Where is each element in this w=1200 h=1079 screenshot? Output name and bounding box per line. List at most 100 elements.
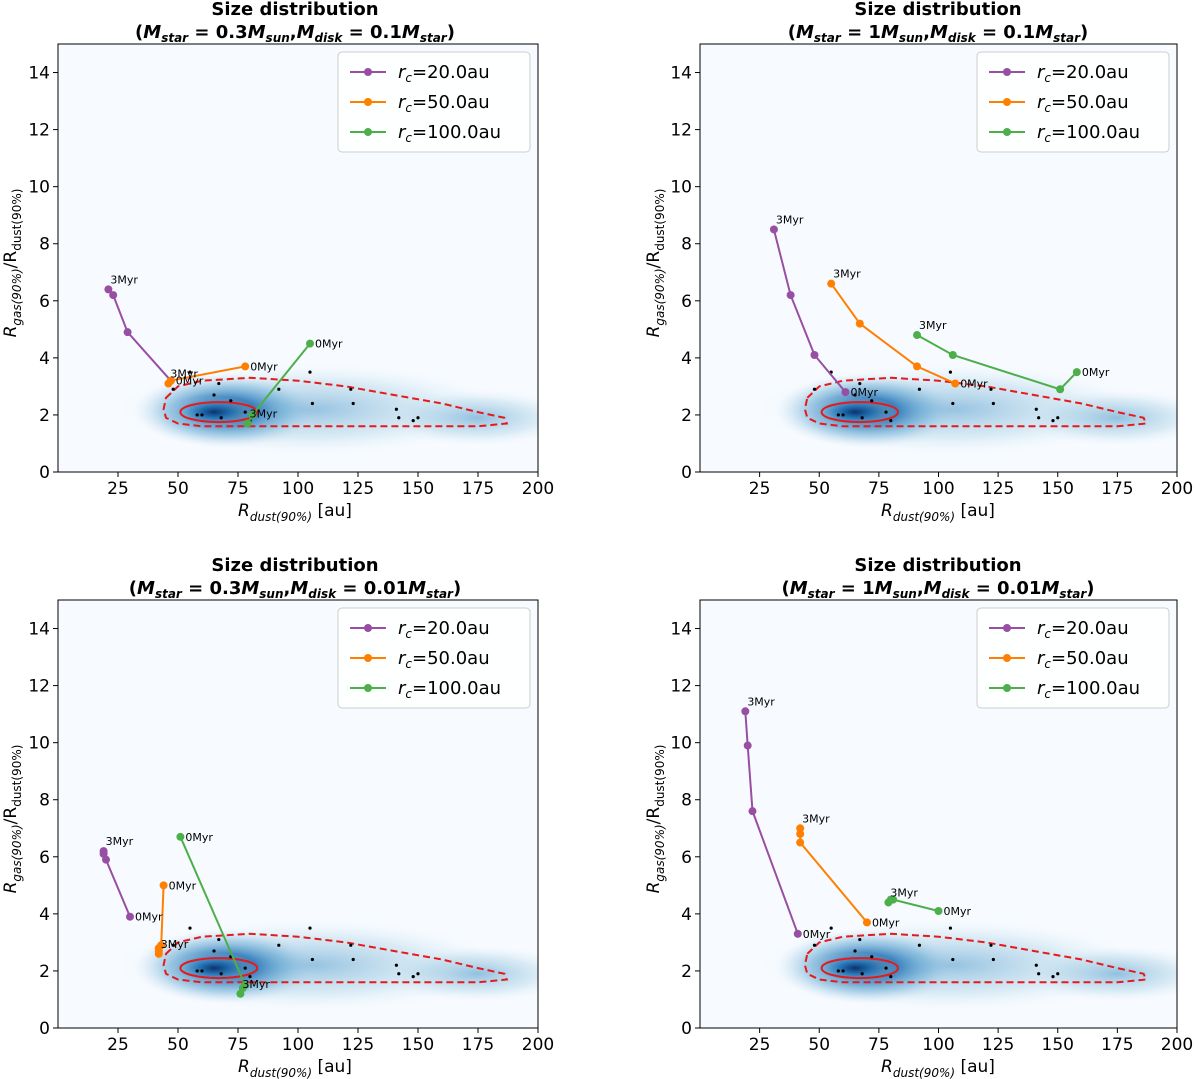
x-tick-label: 150 — [402, 479, 434, 499]
panel-title: Size distribution — [854, 555, 1021, 576]
x-tick-label: 125 — [342, 479, 374, 499]
series-point — [862, 918, 871, 927]
observed-point — [991, 957, 995, 962]
density-tail — [1022, 945, 1177, 1003]
observed-point — [948, 926, 953, 930]
contour-inner — [820, 957, 899, 980]
legend: rc=20.0au rc=50.0au rc=100.0au — [976, 51, 1170, 153]
series-point — [104, 285, 113, 294]
x-axis-label: Rdust(90%) [au] — [881, 1057, 995, 1079]
series-point — [166, 376, 175, 385]
y-tick-label: 12 — [670, 121, 692, 141]
time-label-end: 0Myr — [960, 378, 988, 391]
observed-point — [195, 969, 199, 973]
time-label-end: 0Myr — [169, 879, 197, 892]
series-point — [1056, 385, 1065, 394]
panel-title: Size distribution — [211, 555, 378, 576]
observed-point — [243, 410, 247, 414]
observed-point — [858, 937, 862, 942]
observed-point — [1037, 972, 1041, 976]
legend: rc=20.0au rc=50.0au rc=100.0au — [337, 51, 531, 153]
x-tick-label: 25 — [107, 1035, 129, 1055]
series-point — [748, 807, 757, 816]
y-tick-label: 12 — [28, 121, 50, 141]
observed-point — [200, 969, 204, 973]
series-0 — [99, 847, 134, 921]
series-point — [241, 362, 250, 371]
x-tick-label: 75 — [227, 479, 249, 499]
legend-marker — [364, 684, 372, 692]
observed-point — [853, 393, 857, 397]
y-axis-label: Rgas(90%)/Rdust(90%) — [644, 745, 667, 894]
y-tick-label: 0 — [39, 463, 50, 483]
y-tick-label: 4 — [681, 349, 692, 369]
legend-marker — [1003, 98, 1011, 106]
legend-label: rc=50.0au — [398, 92, 490, 115]
legend: rc=20.0au rc=50.0au rc=100.0au — [337, 607, 531, 709]
observed-point — [1037, 416, 1041, 420]
observed-point — [1056, 416, 1060, 420]
panel-subtitle: (Mstar = 1Msun,Mdisk = 0.01Mstar) — [781, 578, 1094, 601]
series-point — [743, 741, 752, 750]
series-2 — [884, 895, 943, 916]
observed-point — [1051, 419, 1055, 423]
x-tick-label: 150 — [1042, 1035, 1074, 1055]
time-label-start: 3Myr — [250, 407, 278, 420]
legend-marker — [364, 68, 372, 76]
observed-point — [308, 926, 312, 930]
series-point — [934, 907, 943, 916]
y-tick-label: 6 — [681, 848, 692, 868]
observed-point — [188, 370, 192, 374]
legend-label: rc=100.0au — [398, 678, 501, 701]
observed-point — [416, 416, 420, 420]
observed-point — [889, 419, 893, 423]
observed-point — [870, 955, 874, 959]
x-axis-label: Rdust(90%) [au] — [881, 501, 995, 524]
series-point — [827, 279, 836, 288]
density-tail — [382, 389, 538, 447]
observed-point — [860, 416, 864, 420]
x-tick-label: 175 — [462, 479, 494, 499]
density-tail — [1022, 389, 1177, 447]
x-tick-label: 100 — [922, 479, 954, 499]
y-tick-label: 6 — [39, 292, 50, 312]
legend-label: rc=50.0au — [398, 648, 490, 671]
series-point — [102, 855, 110, 864]
observed-point — [349, 943, 353, 947]
observed-point — [310, 957, 314, 962]
observed-point — [991, 401, 995, 406]
series-point — [951, 379, 960, 388]
contour-outer — [162, 932, 509, 984]
x-tick-label: 100 — [922, 1035, 954, 1055]
observed-point — [416, 972, 420, 976]
series-point — [913, 331, 922, 340]
observed-point — [248, 975, 252, 979]
contour-outer — [803, 376, 1148, 428]
legend-label: rc=50.0au — [1037, 92, 1129, 115]
series-line — [744, 711, 799, 935]
series-point — [126, 912, 134, 921]
observed-point — [171, 943, 175, 947]
time-label-end: 0Myr — [185, 831, 213, 844]
observed-point — [212, 949, 216, 953]
y-tick-label: 0 — [681, 463, 692, 483]
series-point — [243, 419, 252, 428]
observed-point — [1051, 975, 1055, 979]
x-tick-label: 200 — [1161, 1035, 1193, 1055]
y-tick-label: 2 — [39, 962, 50, 982]
x-tick-label: 200 — [1161, 479, 1193, 499]
legend-marker — [1003, 68, 1011, 76]
x-tick-label: 25 — [107, 479, 129, 499]
contour-outer — [803, 932, 1148, 984]
time-label-start: 3Myr — [919, 319, 947, 332]
contour-inner — [179, 401, 259, 424]
contour-inner — [820, 401, 899, 424]
observed-point — [870, 399, 874, 403]
panel-bottom-right: Size distribution (Mstar = 1Msun,Mdisk =… — [644, 555, 1193, 1079]
x-tick-label: 200 — [522, 479, 554, 499]
observed-point — [1056, 972, 1060, 976]
series-point — [159, 881, 168, 890]
time-label-end: 0Myr — [135, 911, 163, 924]
observed-point — [310, 401, 314, 406]
y-tick-label: 8 — [39, 791, 50, 811]
